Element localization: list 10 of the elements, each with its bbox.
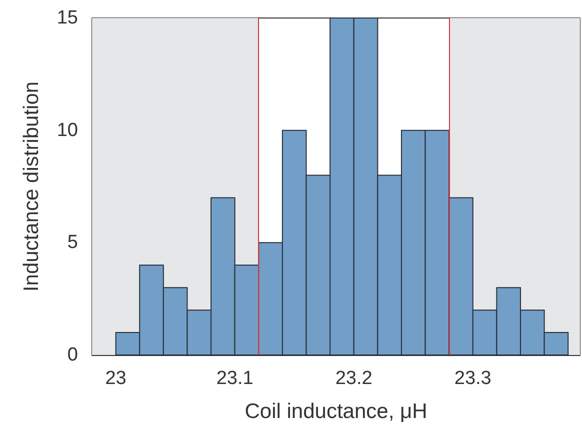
x-tick-label: 23.1 <box>216 368 254 389</box>
x-axis-title: Coil inductance, μH <box>244 400 428 423</box>
y-tick-label: 15 <box>56 8 78 28</box>
y-tick-label: 5 <box>67 232 78 254</box>
x-tick-label: 23 <box>105 368 126 389</box>
x-tick-label: 23.3 <box>454 368 492 389</box>
y-axis-title: Inductance distribution <box>20 81 43 292</box>
y-tick-label: 10 <box>56 120 78 141</box>
x-tick-label: 23.2 <box>335 368 372 389</box>
y-tick-label: 0 <box>67 344 78 366</box>
